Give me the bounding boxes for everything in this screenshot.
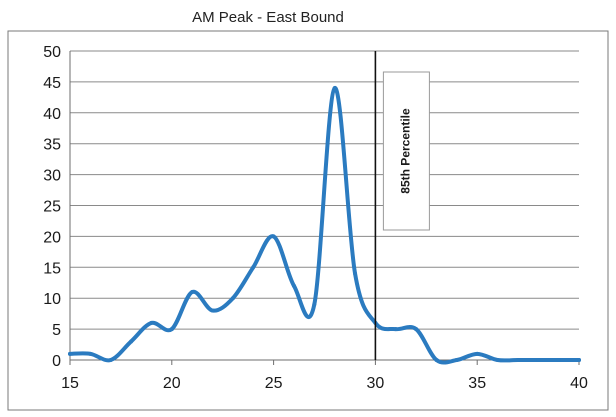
data-point-0-19 [454, 358, 459, 362]
data-point-0-1 [88, 351, 93, 356]
annotation-layer: 85th Percentile [374, 51, 430, 360]
chart-title: AM Peak - East Bound [192, 9, 344, 26]
data-point-0-7 [210, 308, 215, 313]
x-tick-label-40: 40 [570, 375, 588, 392]
data-point-0-0 [68, 351, 72, 356]
y-tick-labels: 0 5 10 15 20 25 30 35 40 45 50 [43, 44, 61, 370]
x-tick-label-35: 35 [468, 375, 486, 392]
data-point-0-13 [332, 86, 337, 91]
data-point-0-11 [291, 283, 296, 288]
x-tick-labels: 15 20 25 30 35 40 [61, 375, 588, 392]
data-point-0-10 [271, 234, 276, 239]
x-tick-label-15: 15 [61, 375, 79, 392]
data-point-0-3 [129, 339, 134, 344]
data-point-0-25 [577, 358, 581, 362]
y-tick-label-10: 10 [43, 291, 61, 308]
data-point-0-24 [556, 358, 561, 362]
y-tick-label-35: 35 [43, 137, 61, 154]
data-point-0-18 [434, 358, 439, 362]
x-tick-label-25: 25 [265, 375, 283, 392]
data-point-0-12 [312, 302, 317, 307]
percentile-label: 85th Percentile [399, 108, 413, 194]
data-point-0-2 [108, 358, 113, 362]
data-point-0-8 [230, 296, 235, 301]
y-tick-label-25: 25 [43, 199, 61, 216]
data-point-0-4 [149, 320, 154, 325]
y-tick-label-20: 20 [43, 229, 61, 246]
data-point-0-20 [475, 351, 480, 356]
y-tick-label-15: 15 [43, 260, 61, 277]
y-tick-label-0: 0 [52, 353, 61, 370]
series-layer [68, 86, 581, 365]
data-point-0-9 [251, 265, 256, 270]
y-tick-label-5: 5 [52, 322, 61, 339]
y-tick-label-30: 30 [43, 168, 61, 185]
data-point-0-14 [353, 271, 358, 276]
chart-frame [7, 30, 609, 411]
data-point-0-21 [495, 358, 500, 362]
y-tick-label-45: 45 [43, 75, 61, 92]
x-tick-label-20: 20 [163, 375, 181, 392]
series-line-0 [68, 86, 581, 365]
y-tick-label-50: 50 [43, 44, 61, 61]
data-point-0-17 [414, 327, 419, 332]
y-tick-label-40: 40 [43, 106, 61, 123]
percentile-label-box [382, 71, 430, 231]
data-point-0-6 [190, 290, 195, 295]
data-point-0-22 [515, 358, 520, 362]
data-point-0-5 [169, 327, 174, 332]
data-point-0-16 [393, 327, 398, 332]
data-point-0-23 [536, 358, 541, 362]
x-tick-label-30: 30 [367, 375, 385, 392]
